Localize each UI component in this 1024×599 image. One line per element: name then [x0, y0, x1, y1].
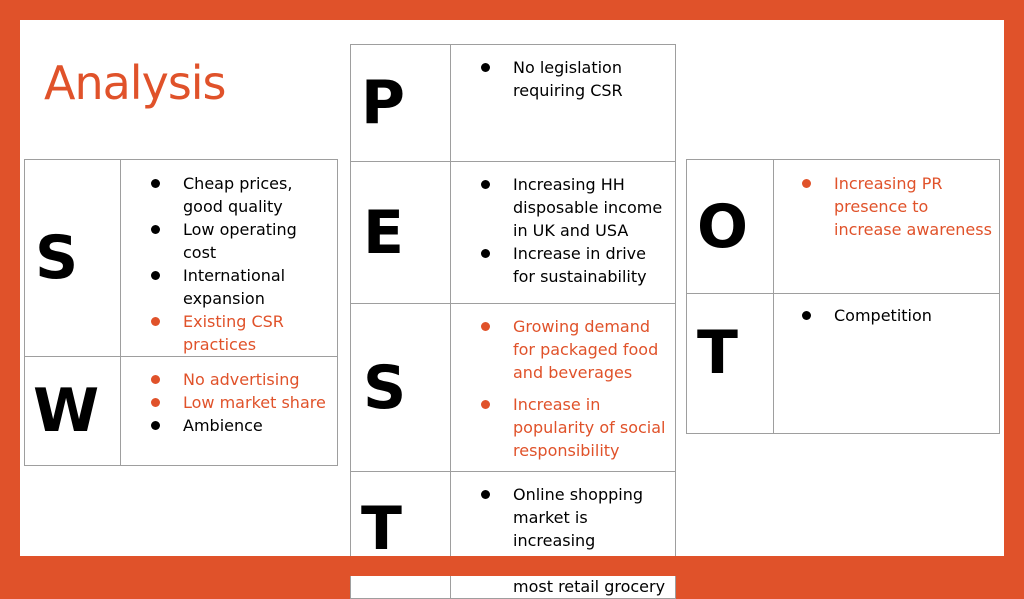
bullet-item: Increasing PR presence to increase aware… [802, 172, 993, 241]
threats-cell: Competition [773, 293, 1000, 434]
slide-title: Analysis [44, 56, 227, 110]
social-list: Growing demand for packaged food and bev… [481, 315, 667, 462]
bullet-item: Increase in popularity of social respons… [481, 393, 667, 462]
technological-cell: Online shopping market is increasingSelf… [450, 471, 676, 599]
bullet-item: Low market share [151, 391, 331, 414]
political-cell: No legislation requiring CSR [450, 44, 676, 162]
bullet-item: Existing CSR practices [151, 310, 331, 356]
bullet-item: Low operating cost [151, 218, 331, 264]
bullet-item: No advertising [151, 368, 331, 391]
economic-letter: E [350, 161, 451, 304]
bullet-item: Ambience [151, 414, 331, 437]
social-cell: Growing demand for packaged food and bev… [450, 303, 676, 472]
strengths-list: Cheap prices, good quality Low operating … [151, 172, 331, 356]
bullet-item: Competition [802, 304, 993, 327]
opportunities-cell: Increasing PR presence to increase aware… [773, 159, 1000, 294]
pest-table: P No legislation requiring CSR E Increas… [350, 44, 676, 599]
swot-opportunities-threats-table: O Increasing PR presence to increase awa… [686, 159, 1000, 434]
weaknesses-letter: W [24, 356, 121, 466]
technological-list: Online shopping market is increasingSelf… [481, 483, 667, 598]
bullet-item: Growing demand for packaged food and bev… [481, 315, 667, 384]
technological-letter: T [350, 471, 451, 599]
bullet-item: International expansion [151, 264, 331, 310]
political-list: No legislation requiring CSR [481, 56, 667, 102]
political-letter: P [350, 44, 451, 162]
strengths-letter: S [24, 159, 121, 357]
opportunities-letter: O [686, 159, 774, 294]
bullet-item: Increasing HH disposable income in UK an… [481, 173, 667, 242]
bullet-item: Cheap prices, good quality [151, 172, 331, 218]
weaknesses-cell: No advertising Low market share Ambience [120, 356, 338, 466]
bullet-item: No legislation requiring CSR [481, 56, 667, 102]
bullet-item: Online shopping market is increasing [481, 483, 667, 552]
opportunities-list: Increasing PR presence to increase aware… [802, 172, 993, 241]
economic-list: Increasing HH disposable income in UK an… [481, 173, 667, 288]
swot-strengths-weaknesses-table: S Cheap prices, good quality Low operatin… [24, 159, 338, 466]
strengths-cell: Cheap prices, good quality Low operating … [120, 159, 338, 357]
slide-bottom-border [0, 556, 1024, 576]
economic-cell: Increasing HH disposable income in UK an… [450, 161, 676, 304]
bullet-item: Increase in drive for sustainability [481, 242, 667, 288]
threats-list: Competition [802, 304, 993, 327]
threats-letter: T [686, 293, 774, 434]
social-letter: S [350, 303, 451, 472]
weaknesses-list: No advertising Low market share Ambience [151, 368, 331, 437]
